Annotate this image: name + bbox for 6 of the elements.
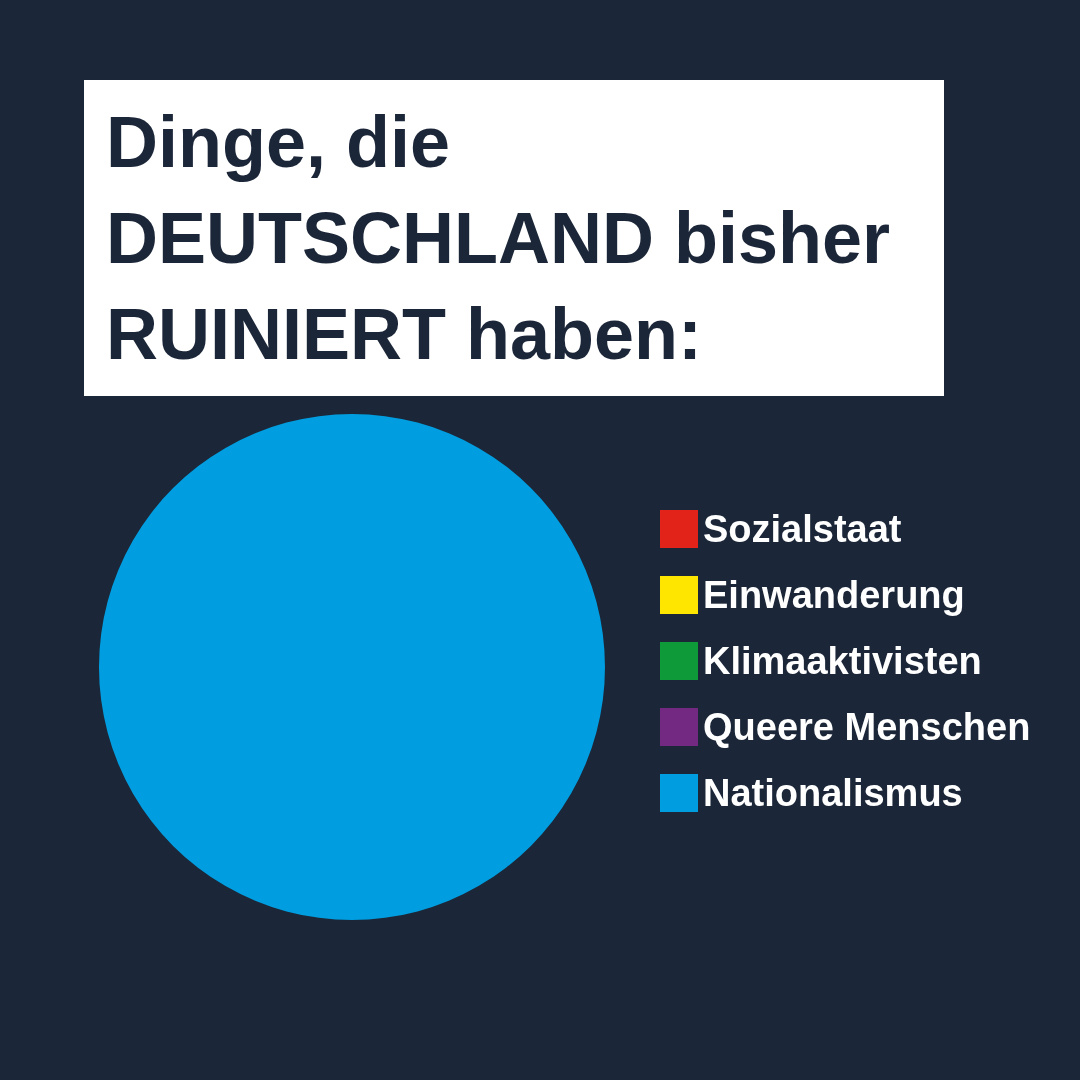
legend-label: Queere Menschen	[703, 706, 1031, 748]
legend-label: Klimaaktivisten	[703, 640, 982, 682]
legend-label: Nationalismus	[703, 772, 963, 814]
legend-label: Einwanderung	[703, 574, 965, 616]
legend-label: Sozialstaat	[703, 508, 902, 550]
chart-title: Dinge, die DEUTSCHLAND bisher RUINIERT haben:	[84, 80, 944, 396]
